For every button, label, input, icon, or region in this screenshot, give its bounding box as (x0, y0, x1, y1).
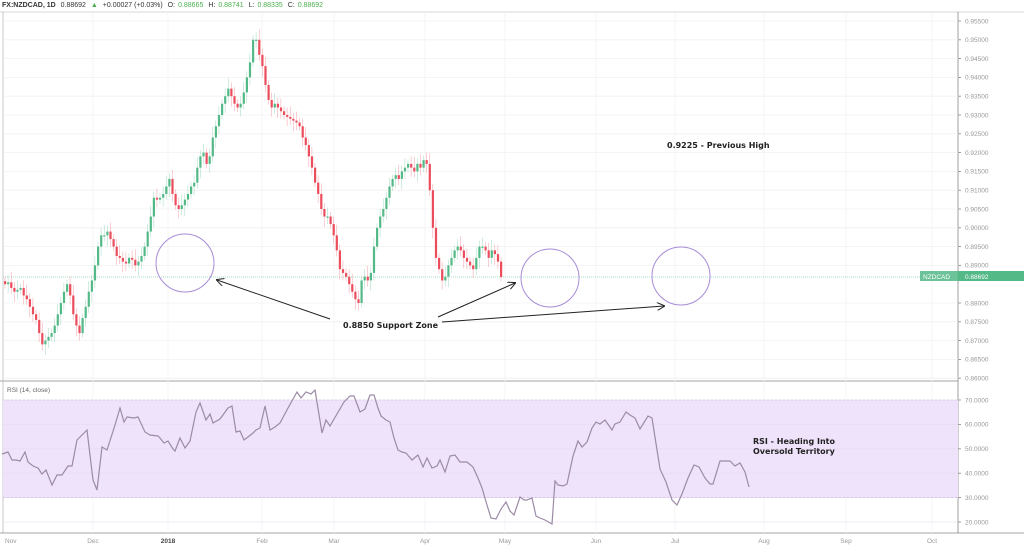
close-value: 0.88692 (297, 2, 324, 9)
time-tick: May (499, 538, 512, 545)
price-tick: 0.92500 (965, 131, 989, 138)
price-axis[interactable]: 0.95500 0.95000 0.94500 0.94000 0.93500 0.930… (958, 18, 989, 383)
candlestick-series (4, 29, 503, 355)
symbol-title: FX:NZDCAD, 1D (2, 2, 56, 9)
price-tick: 0.93000 (965, 112, 989, 119)
price-tick: 0.88000 (965, 300, 989, 307)
rsi-tick: 40.0000 (965, 471, 989, 478)
horizontal-gridlines (3, 20, 958, 379)
price-tick: 0.93500 (965, 94, 989, 101)
price-tick: 0.90500 (965, 206, 989, 213)
rsi-title: RSI (14, close) (7, 387, 50, 394)
time-tick: Apr (420, 538, 431, 545)
low-value: 0.88335 (257, 2, 283, 9)
time-tick: Sep (840, 538, 852, 545)
high-label: H: (208, 2, 216, 9)
price-tick: 0.87500 (965, 319, 989, 326)
last-price: 0.88692 (60, 2, 86, 9)
rsi-tick: 70.0000 (965, 397, 989, 404)
support-zone-annotation: 0.8850 Support Zone (343, 321, 439, 330)
time-tick: Dec (87, 538, 99, 545)
annotation-arrows (217, 280, 664, 323)
time-tick: Mar (328, 538, 340, 545)
rsi-tick: 60.0000 (965, 422, 989, 429)
support-circle-3 (651, 246, 711, 306)
support-circle-2 (520, 248, 580, 308)
arrow-to-circle-3 (441, 306, 664, 323)
price-tick: 0.86000 (965, 376, 989, 383)
time-tick: Oct (927, 538, 937, 545)
price-tick: 0.95500 (965, 18, 989, 25)
rsi-tick: 50.0000 (965, 446, 989, 453)
current-price-badge: NZDCAD 0.88692 (920, 271, 1024, 281)
price-tick: 0.89500 (965, 244, 989, 251)
support-circles (155, 233, 711, 308)
price-tick: 0.90000 (965, 225, 989, 232)
low-label: L: (248, 2, 255, 9)
rsi-tick: 30.0000 (965, 495, 989, 502)
time-tick: Jun (591, 538, 602, 545)
rsi-tick: 20.0000 (965, 519, 989, 526)
arrow-to-circle-2 (437, 283, 515, 318)
up-arrow-icon: ▲ (90, 2, 98, 9)
price-tick: 0.86500 (965, 357, 989, 364)
price-change: +0.00027 (+0.03%) (102, 2, 163, 9)
rsi-axis[interactable]: 70.0000 60.0000 50.0000 40.0000 30.0000 20.00… (958, 397, 989, 526)
price-tick: 0.94000 (965, 75, 989, 82)
time-axis[interactable]: Nov Dec 2018 Feb Mar Apr May Jun Jul Aug Sep Oct (5, 538, 937, 545)
time-tick: Nov (5, 538, 17, 545)
time-tick: Jul (671, 538, 680, 545)
time-tick: Feb (256, 538, 268, 545)
price-tick: 0.92000 (965, 150, 989, 157)
rsi-gridlines (3, 399, 958, 523)
current-price-value: 0.88692 (965, 274, 989, 281)
symbol-header: FX:NZDCAD, 1D 0.88692 ▲ +0.00027 (+0.03%… (0, 0, 1024, 12)
support-circle-1 (155, 233, 215, 293)
price-tick: 0.94500 (965, 56, 989, 63)
price-tick: 0.91500 (965, 169, 989, 176)
price-tick: 0.89000 (965, 263, 989, 270)
rsi-note-line2: Oversold Territory (753, 447, 836, 456)
rsi-note-line1: RSI - Heading Into (753, 437, 835, 446)
time-tick: 2018 (161, 538, 176, 545)
rsi-line (1, 388, 750, 525)
high-value: 0.88741 (218, 2, 244, 9)
price-tick: 0.95000 (965, 37, 989, 44)
close-label: C: (287, 2, 295, 9)
open-value: 0.88665 (178, 2, 204, 9)
price-tick: 0.91000 (965, 188, 989, 195)
arrow-to-circle-1 (217, 280, 331, 320)
open-label: O: (167, 2, 176, 9)
previous-high-annotation: 0.9225 - Previous High (667, 141, 770, 150)
price-tick: 0.87000 (965, 338, 989, 345)
time-tick: Aug (758, 538, 770, 545)
current-price-symbol: NZDCAD (923, 274, 950, 281)
